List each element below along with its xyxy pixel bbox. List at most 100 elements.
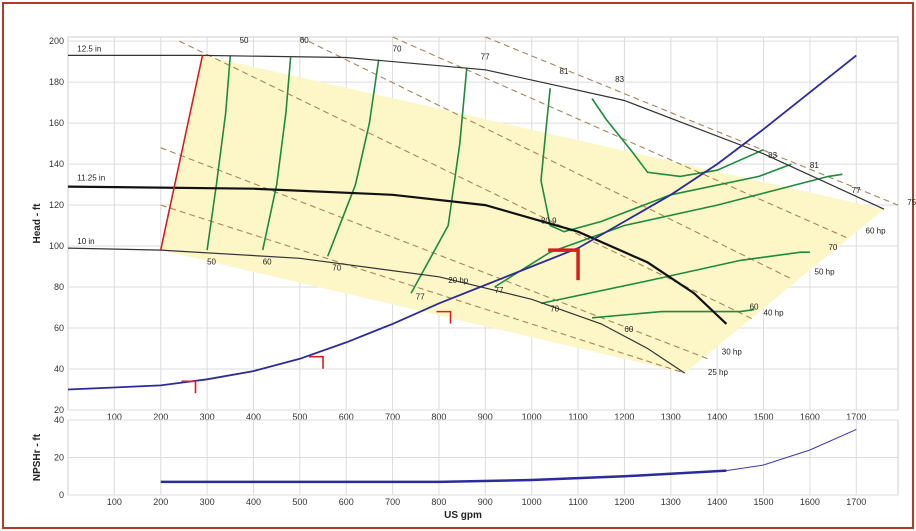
head-x-tick-label: 1100: [568, 412, 587, 422]
curve-annotation: 60: [624, 325, 633, 334]
head-y-tick-label: 100: [49, 241, 64, 251]
npshr-y-tick-label: 0: [59, 490, 64, 500]
npshr-x-tick-label: 300: [200, 497, 215, 507]
npshr-x-tick-label: 1400: [707, 497, 727, 507]
head-x-tick-label: 100: [107, 412, 122, 422]
head-y-tick-label: 200: [49, 36, 64, 46]
npshr-y-tick-label: 40: [54, 415, 64, 425]
head-y-tick-label: 180: [49, 77, 64, 87]
npshr-y-tick-label: 20: [54, 453, 64, 463]
head-x-tick-label: 1200: [614, 412, 634, 422]
power-line: [179, 40, 755, 321]
head-x-tick-label: 300: [200, 412, 215, 422]
head-x-tick-label: 200: [153, 412, 168, 422]
efficiency-contour: [591, 98, 764, 178]
curve-annotation: 81: [560, 67, 569, 76]
curve-annotation: 80.9: [541, 217, 557, 226]
duty-point-marker: [548, 248, 580, 281]
efficiency-contour: [206, 55, 232, 251]
head-y-tick-label: 120: [49, 200, 64, 210]
head-y-tick-label: 80: [54, 282, 64, 292]
curve-annotation: 20 hp: [448, 276, 469, 285]
system-curve: [67, 54, 857, 391]
npshr-x-tick-label: 500: [292, 497, 307, 507]
curve-annotation: 50: [240, 36, 249, 45]
power-line: [160, 204, 685, 374]
head-y-tick-label: 20: [54, 405, 64, 415]
power-line: [299, 36, 792, 280]
curve-annotation: 40 hp: [764, 309, 785, 318]
curve-annotation: 50: [207, 257, 216, 266]
npshr-curve: [160, 469, 727, 484]
curve-annotation: 70: [332, 264, 341, 273]
impeller-curve: [67, 185, 728, 325]
npshr-x-tick-label: 1500: [754, 497, 774, 507]
impeller-curve: [67, 247, 686, 374]
npshr-marker: [309, 355, 324, 369]
head-y-tick-label: 160: [49, 118, 64, 128]
npshr-x-tick-label: 800: [431, 497, 446, 507]
head-x-tick-label: 900: [478, 412, 493, 422]
head-x-tick-label: 700: [385, 412, 400, 422]
efficiency-contour: [494, 173, 843, 288]
power-line: [160, 147, 709, 360]
npshr-x-tick-label: 1300: [661, 497, 681, 507]
curve-annotation: 60: [300, 36, 309, 45]
npshr-marker: [436, 310, 452, 324]
npshr-x-tick-label: 1100: [568, 497, 587, 507]
curve-annotation: 10 in: [77, 237, 94, 246]
npshr-x-tick-label: 100: [107, 497, 122, 507]
curve-annotation: 30 hp: [722, 348, 743, 357]
npshr-x-tick-label: 1000: [522, 497, 542, 507]
curve-annotation: 60 hp: [866, 227, 887, 236]
head-x-tick-label: 1400: [707, 412, 727, 422]
efficiency-contour: [326, 59, 380, 257]
efficiency-contour: [410, 67, 468, 294]
curve-annotation: 70: [393, 44, 402, 53]
head-x-tick-label: 800: [431, 412, 446, 422]
head-x-tick-label: 600: [339, 412, 354, 422]
curve-annotation: 12.5 in: [77, 44, 101, 53]
head-x-tick-label: 400: [246, 412, 261, 422]
npshr-curve: [726, 428, 857, 472]
efficiency-contour: [261, 57, 292, 251]
head-axis-title: Head - ft: [32, 203, 43, 244]
curve-annotation: 77: [481, 53, 490, 62]
curve-annotation: 11.25 in: [77, 173, 105, 182]
curve-annotation: 75 hp: [907, 198, 916, 207]
npshr-x-tick-label: 600: [339, 497, 354, 507]
head-x-tick-label: 1500: [754, 412, 774, 422]
npshr-x-tick-label: 1600: [800, 497, 820, 507]
curve-annotation: 77: [852, 186, 861, 195]
curve-annotation: 77: [495, 286, 504, 295]
head-x-tick-label: 500: [292, 412, 307, 422]
efficiency-contour: [540, 88, 792, 233]
curve-annotation: 83: [768, 151, 777, 160]
efficiency-contour: [591, 308, 755, 319]
head-x-tick-label: 1300: [661, 412, 681, 422]
head-x-tick-label: 1000: [522, 412, 542, 422]
npshr-axis-title: NPSHr - ft: [32, 433, 43, 481]
head-y-tick-label: 140: [49, 159, 64, 169]
head-y-tick-label: 40: [54, 364, 64, 374]
head-x-tick-label: 1700: [846, 412, 866, 422]
npshr-x-tick-label: 900: [478, 497, 493, 507]
curve-annotation: 70: [828, 243, 837, 252]
x-axis-title: US gpm: [444, 510, 482, 521]
npshr-x-tick-label: 400: [246, 497, 261, 507]
head-x-tick-label: 1600: [800, 412, 820, 422]
curve-annotation: 70: [550, 305, 559, 314]
npshr-x-tick-label: 200: [153, 497, 168, 507]
curve-annotation: 83: [615, 75, 624, 84]
curve-annotation: 60: [263, 257, 272, 266]
efficiency-contour: [540, 251, 810, 305]
npshr-x-tick-label: 1700: [846, 497, 866, 507]
curve-annotation: 60: [750, 303, 759, 312]
curve-annotation: 77: [416, 292, 425, 301]
npshr-x-tick-label: 1200: [614, 497, 634, 507]
npshr-marker: [181, 380, 197, 394]
curve-annotation: 50 hp: [815, 268, 836, 277]
npshr-x-tick-label: 700: [385, 497, 400, 507]
operating-region: [160, 55, 885, 374]
power-line: [392, 36, 848, 239]
